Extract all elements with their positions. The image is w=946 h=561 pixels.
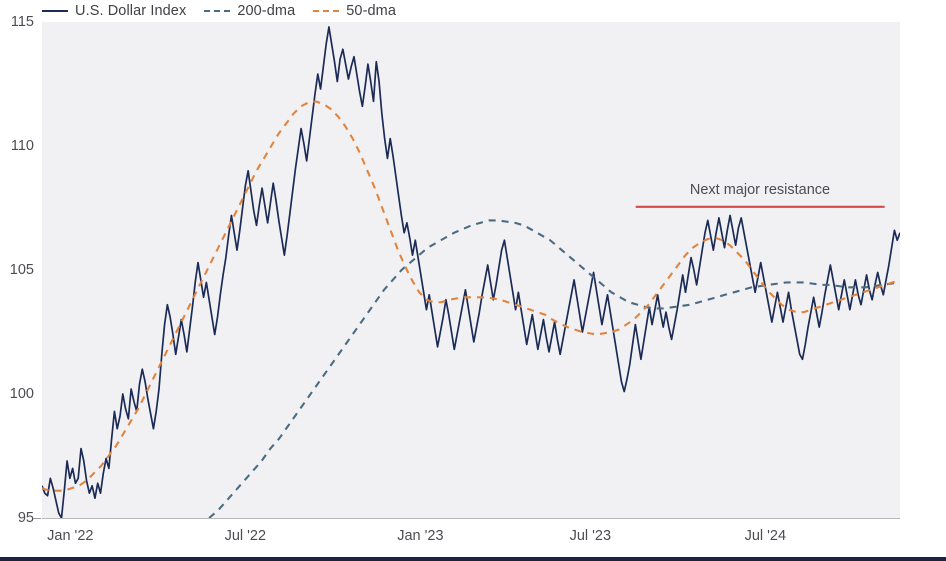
x-tick-label: Jul '22 [224, 528, 267, 544]
x-tick-label: Jul '24 [744, 528, 787, 544]
x-tick-label: Jan '22 [47, 528, 94, 544]
series-line-200-dma [208, 219, 900, 518]
chart-legend: U.S. Dollar Index 200-dma 50-dma [42, 0, 396, 22]
dashed-line-swatch [313, 10, 340, 12]
y-tick-label: 110 [10, 138, 34, 154]
x-tick-label: Jan '23 [397, 528, 444, 544]
plot-area [42, 22, 900, 518]
solid-line-swatch [42, 10, 68, 12]
y-tick-label: 95 [17, 510, 34, 526]
legend-label: U.S. Dollar Index [75, 3, 187, 19]
legend-item-200-dma: 200-dma [204, 3, 295, 19]
y-tick-label: 105 [9, 262, 34, 278]
series-line-u-s-dollar-index [42, 26, 900, 518]
legend-item-us-dollar-index: U.S. Dollar Index [42, 3, 186, 19]
x-axis-line [42, 518, 900, 520]
legend-item-50-dma: 50-dma [313, 3, 396, 19]
dashed-line-swatch [204, 10, 231, 12]
y-tick-label: 100 [9, 386, 34, 402]
legend-label: 50-dma [346, 3, 397, 19]
y-tick-mark [33, 518, 41, 520]
resistance-annotation-label: Next major resistance [689, 182, 831, 198]
footer-rule [0, 557, 946, 561]
series-line-50-dma [42, 100, 900, 492]
legend-label: 200-dma [237, 3, 296, 19]
chart-canvas [42, 26, 900, 518]
y-tick-label: 115 [10, 14, 34, 30]
x-tick-label: Jul '23 [569, 528, 612, 544]
